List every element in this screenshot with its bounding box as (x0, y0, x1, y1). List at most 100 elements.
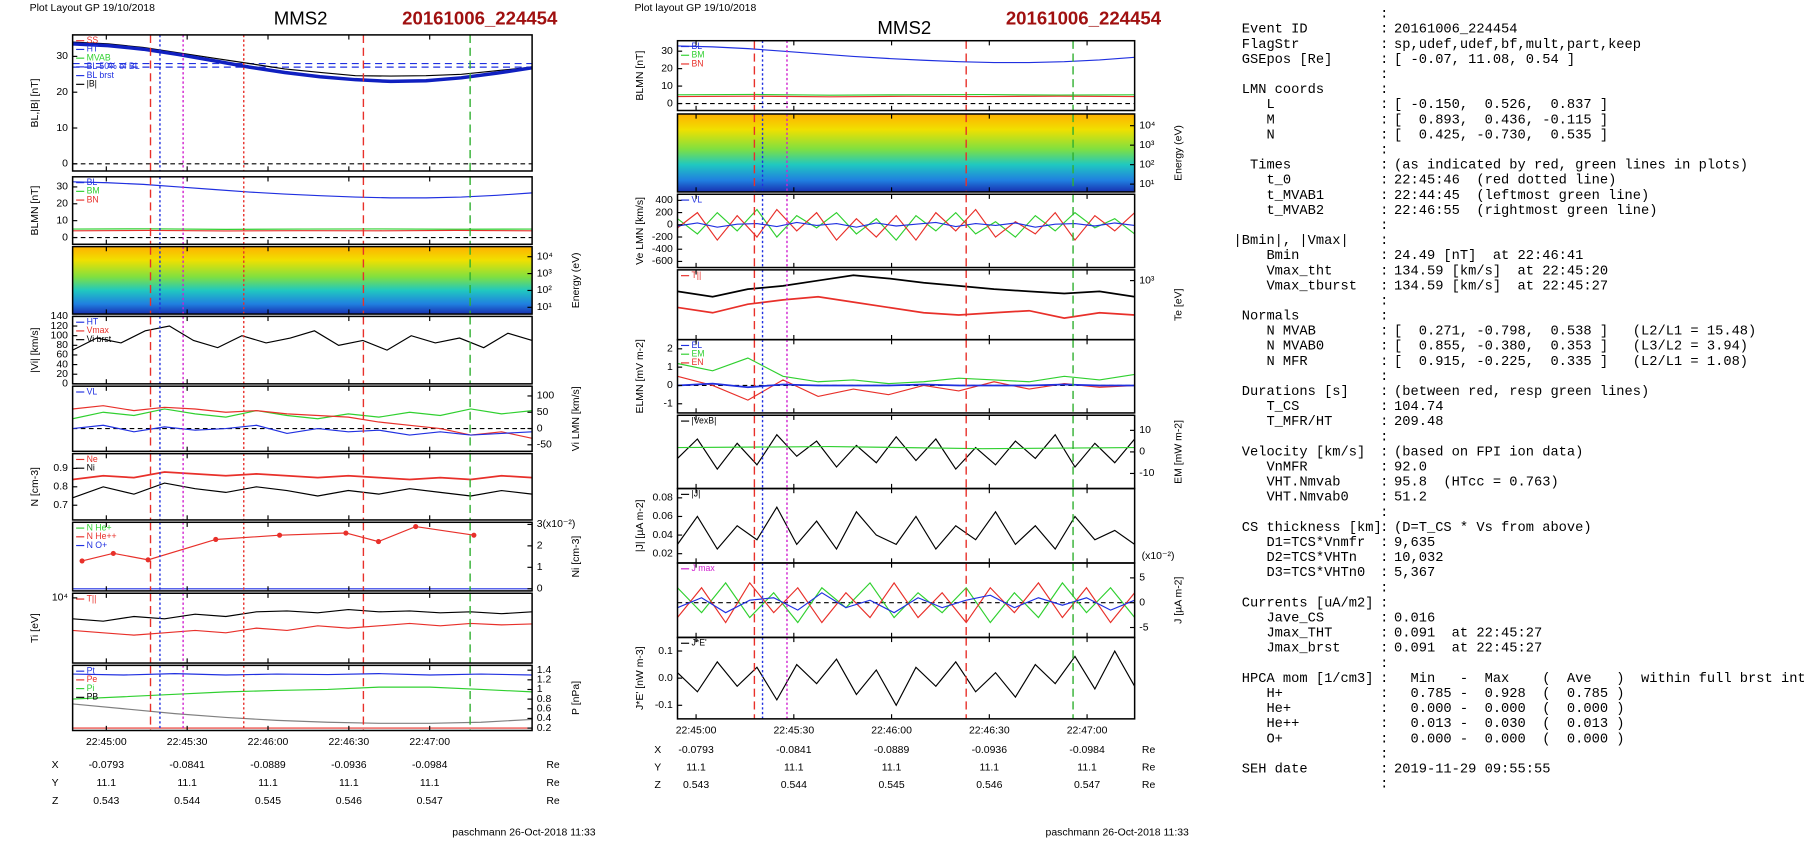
trace (677, 433, 1136, 471)
y-axis-label: Ni [cm-3] (571, 536, 582, 578)
ephemeris-value: -0.0793 (89, 760, 125, 771)
separator: : (1380, 68, 1388, 83)
ephemeris-label: Z (52, 796, 59, 807)
y-tick-label: -1 (664, 399, 673, 410)
probe: MMS2 (877, 17, 931, 38)
separator: : (1380, 461, 1388, 476)
separator: : (1380, 38, 1388, 53)
separator: : (1380, 204, 1388, 219)
legend-label: VL (87, 386, 98, 396)
ephemeris-value: 0.546 (336, 796, 362, 807)
ephemeris-value: 0.546 (976, 780, 1002, 791)
y-tick-label: 1.2 (537, 675, 552, 686)
spectrogram (677, 113, 1135, 192)
legend-label: N O+ (87, 540, 108, 550)
summary-key: FlagStr (1234, 37, 1300, 53)
ephemeris-value: 11.1 (97, 778, 117, 789)
separator: : (1380, 400, 1388, 415)
separator: : (1380, 113, 1388, 128)
summary-key: D1=TCS*Vnmfr (1234, 535, 1366, 551)
summary-value: 22:45:46 (red dotted line) (1394, 173, 1616, 189)
separator: : (1380, 717, 1388, 732)
ephemeris-value: 0.545 (255, 796, 281, 807)
y-tick-label: 20 (56, 87, 68, 98)
y-axis-label: Ve LMN [km/s] (635, 197, 646, 265)
summary-key: Bmin (1234, 248, 1300, 264)
summary-key: H+ (1234, 687, 1283, 702)
legend-label: N He++ (87, 531, 117, 541)
y-tick-label: 2 (667, 344, 673, 355)
summary-value: 95.8 (HTcc = 0.763) (1394, 475, 1559, 491)
y-tick-label: 0.06 (652, 511, 673, 522)
separator: : (1380, 325, 1388, 340)
ephemeris-value: 0.547 (417, 796, 443, 807)
y-axis-label: J [µA m-2] (1174, 576, 1185, 623)
summary-value: 0.000 - 0.000 ( 0.000 ) (1394, 731, 1625, 747)
trace (677, 93, 1135, 96)
legend-label: MVAB (87, 52, 111, 62)
trace (72, 471, 533, 481)
panel-frame (71, 521, 533, 592)
separator: : (1380, 687, 1388, 702)
trace (677, 45, 1135, 64)
summary-key: Vmax_tburst (1234, 278, 1358, 294)
y-tick-label: 1.4 (537, 665, 552, 676)
trace (72, 408, 533, 420)
y-axis-label: Ti [eV] (30, 613, 41, 643)
legend-label: BL 50% of BL (87, 61, 140, 71)
y-tick-label: 30 (56, 182, 68, 193)
ephemeris-value: 0.544 (174, 796, 200, 807)
y-axis-label: Te [eV] (1174, 288, 1185, 321)
panel-frame (676, 193, 1136, 269)
separator: : (1380, 445, 1388, 460)
y-tick-label: 30 (661, 46, 673, 57)
summary-value: (as indicated by red, green lines in plo… (1394, 158, 1748, 174)
trace (677, 445, 1135, 450)
separator: : (1380, 491, 1388, 506)
ephemeris-value: -0.0889 (874, 745, 910, 756)
legend-label: BM (87, 186, 100, 196)
x-tick-label: 22:46:00 (871, 725, 912, 736)
legend-label: EM (691, 348, 704, 358)
panel-frame (71, 664, 533, 732)
trace (72, 622, 533, 636)
summary-key: T_CS (1234, 400, 1300, 415)
x-tick-label: 22:45:30 (773, 725, 814, 736)
panel-frame (676, 39, 1136, 112)
summary-value: 51.2 (1394, 491, 1427, 506)
separator: : (1380, 732, 1388, 747)
ephemeris-label: Y (654, 762, 661, 773)
summary-key: VHT.Nmvab (1234, 475, 1341, 491)
ephemeris-value: 11.1 (420, 778, 440, 789)
probe: MMS2 (274, 8, 328, 29)
separator: : (1380, 566, 1388, 581)
summary-key: He+ (1234, 702, 1292, 717)
y-axis-label: |Vi| [km/s] (30, 327, 41, 372)
separator: : (1380, 370, 1388, 385)
legend-label: |B| (87, 79, 97, 89)
separator: : (1380, 415, 1388, 430)
summary-key: t_0 (1234, 174, 1292, 189)
separator: : (1380, 174, 1388, 189)
legend-label: Vmax (87, 325, 110, 335)
separator: : (1380, 506, 1388, 521)
trace (677, 208, 1136, 242)
separator: : (1380, 340, 1388, 355)
y-tick-label: 20 (56, 369, 68, 380)
y-tick-label: -600 (652, 256, 673, 267)
trace (677, 375, 1135, 401)
ephemeris-value: 11.1 (686, 762, 706, 773)
ephemeris-value: 0.544 (781, 780, 807, 791)
y-tick-label: 10² (537, 285, 553, 296)
ephemeris-value: 11.1 (258, 778, 278, 789)
summary-value: 92.0 (1394, 461, 1427, 476)
y-tick-label: 0.8 (537, 694, 552, 705)
legend-label: N He+ (87, 522, 112, 532)
trace (677, 581, 1136, 624)
summary-key: Vmax_tht (1234, 263, 1333, 279)
summary-value: [ 0.425, -0.730, 0.535 ] (1394, 127, 1608, 143)
y-tick-label: 100 (537, 391, 555, 402)
trace (72, 703, 533, 724)
ephemeris-value: 0.543 (683, 780, 709, 791)
header: Plot layout GP 19/10/2018 (634, 3, 756, 14)
